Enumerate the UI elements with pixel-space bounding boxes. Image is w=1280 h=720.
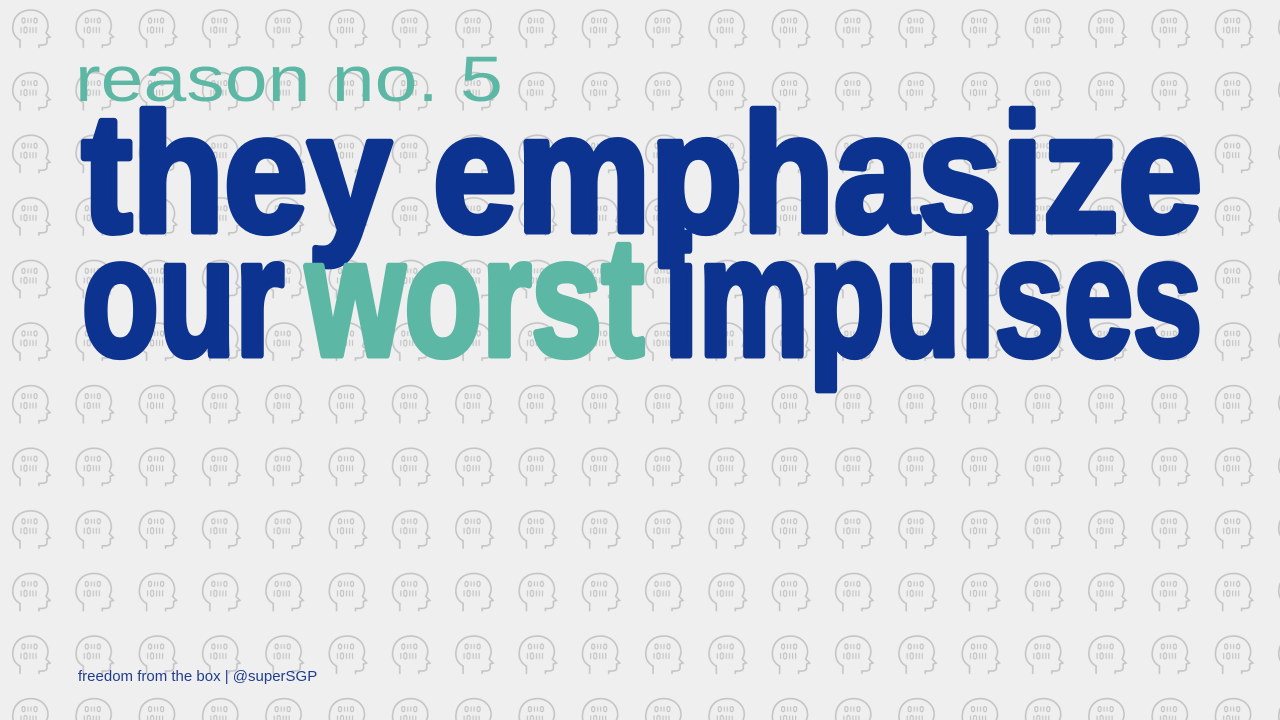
headline-line-1: they emphasize xyxy=(82,79,1202,267)
footer: freedom from the box | @superSGP xyxy=(78,668,317,685)
headline-word: our xyxy=(82,203,284,391)
headline-highlight-word: worst xyxy=(305,203,644,391)
kicker: reason no. 5 xyxy=(75,43,503,115)
headline-word: impulses xyxy=(664,203,1202,391)
